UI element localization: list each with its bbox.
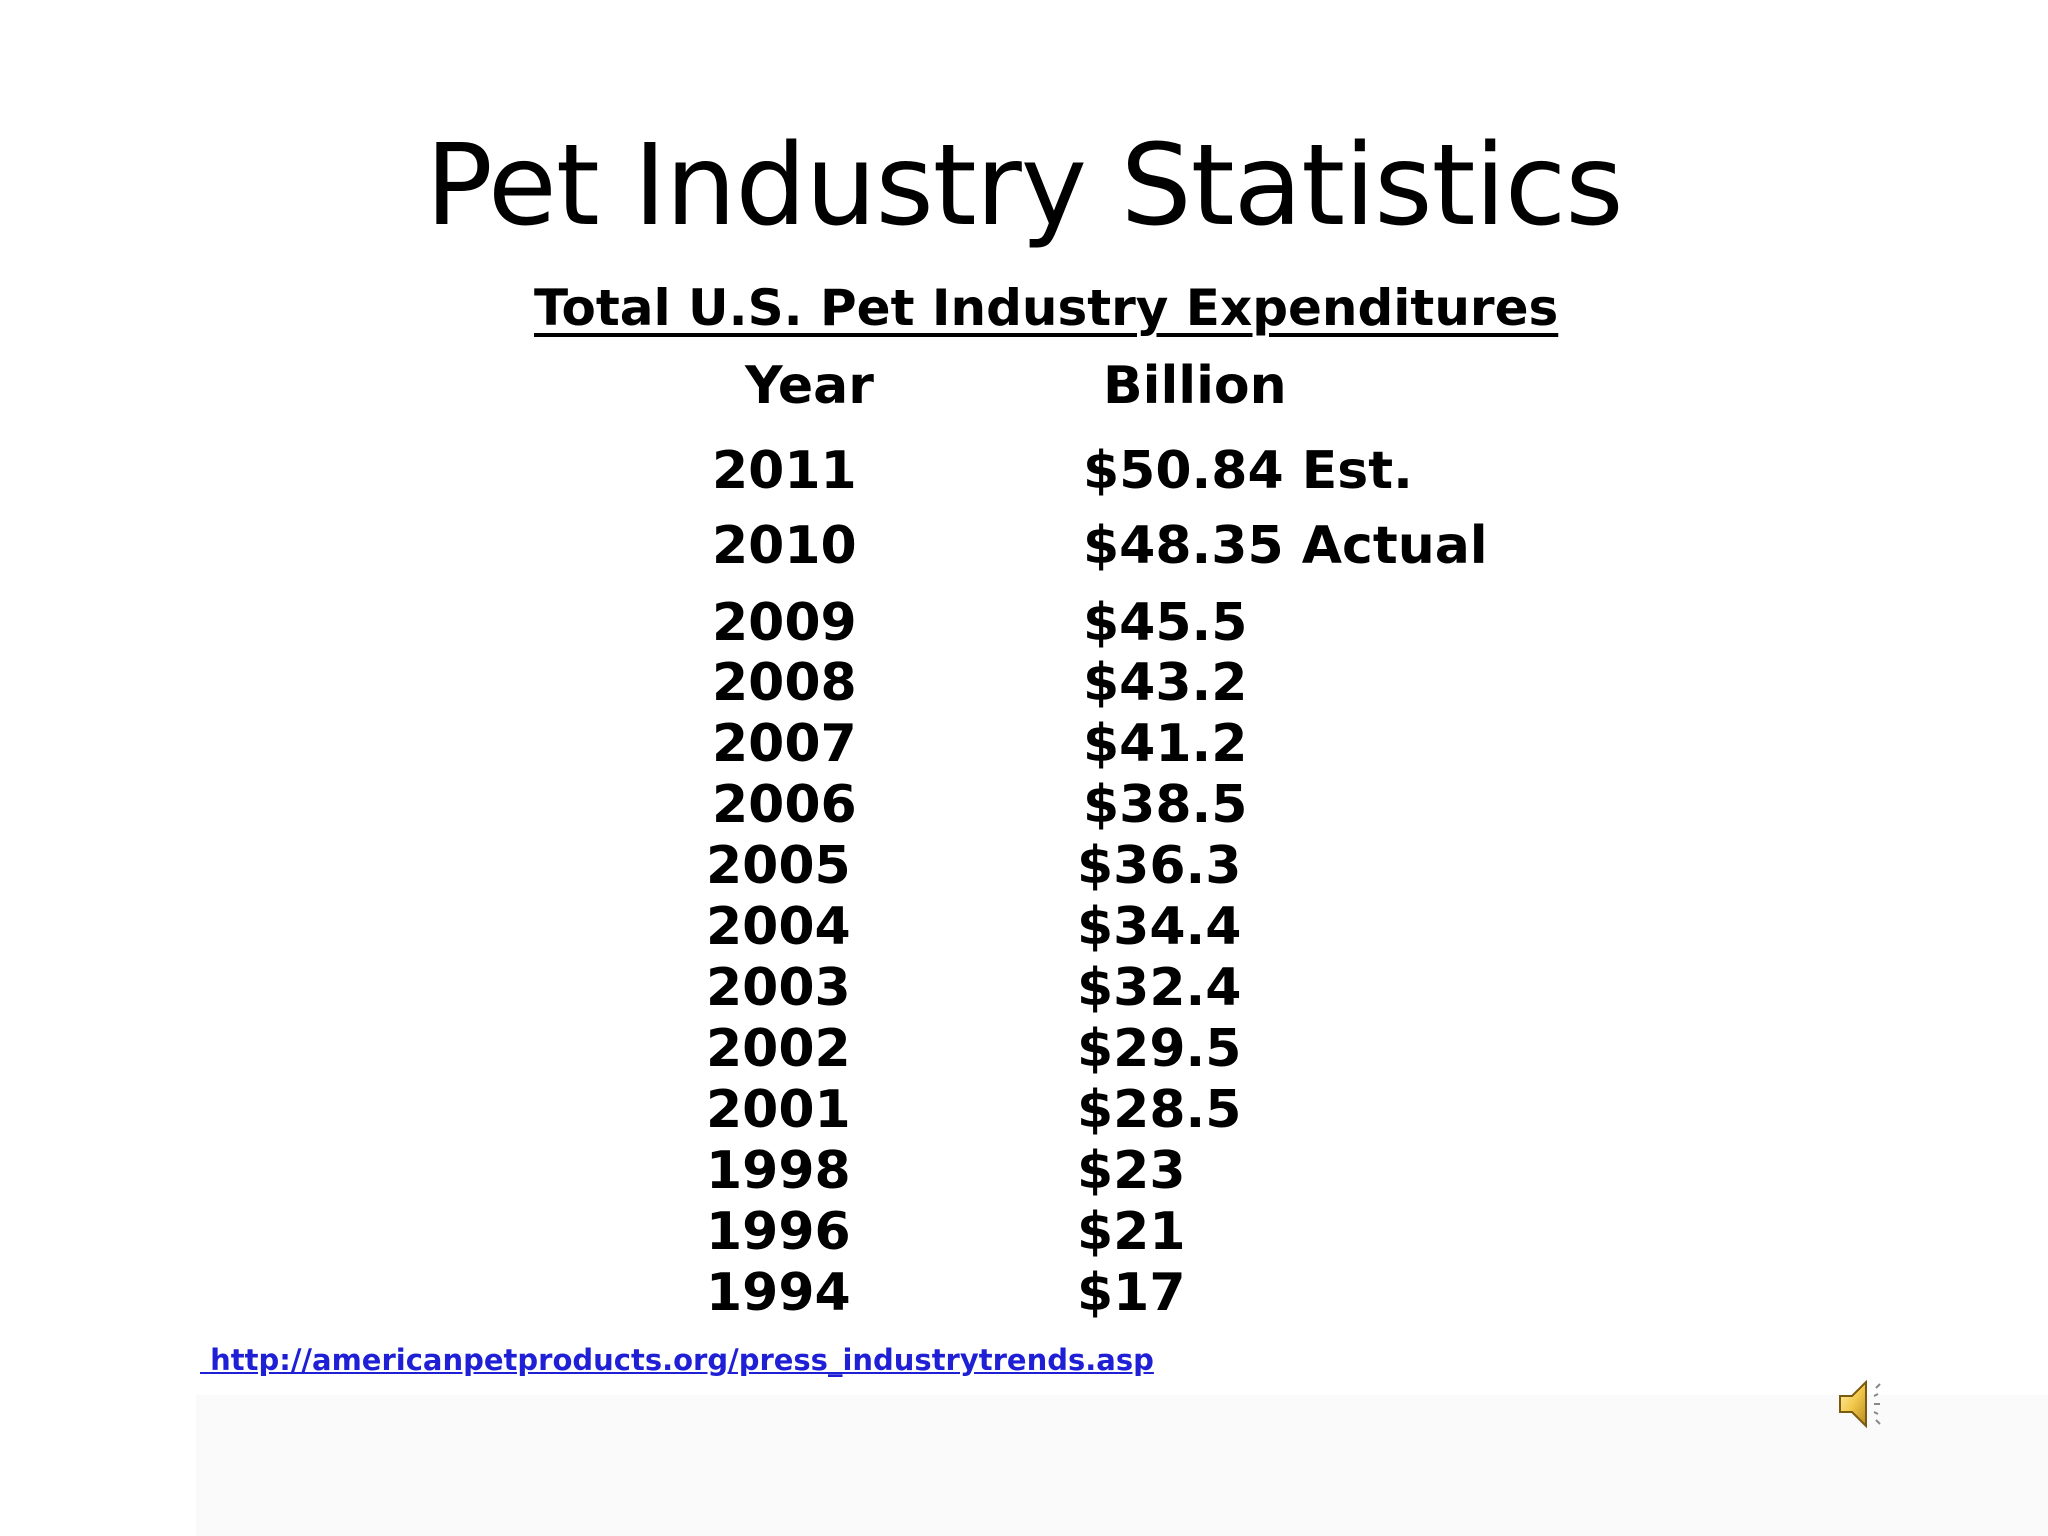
column-header-billion: Billion — [1103, 356, 1287, 416]
table-cell-year: 2006 — [712, 775, 857, 835]
table-cell-billion: $23 — [1077, 1141, 1186, 1201]
table-cell-billion: $50.84 Est. — [1083, 441, 1413, 501]
table-cell-billion: $41.2 — [1083, 714, 1248, 774]
table-cell-year: 2003 — [706, 958, 851, 1018]
table-cell-year: 2009 — [712, 593, 857, 653]
table-cell-year: 2002 — [706, 1019, 851, 1079]
table-cell-billion: $29.5 — [1077, 1019, 1242, 1079]
table-cell-year: 1996 — [706, 1202, 851, 1262]
table-cell-year: 2008 — [712, 653, 857, 713]
table-cell-year: 2011 — [712, 441, 857, 501]
table-caption: Total U.S. Pet Industry Expenditures — [534, 279, 1559, 337]
table-cell-billion: $48.35 Actual — [1083, 516, 1488, 576]
table-cell-billion: $32.4 — [1077, 958, 1242, 1018]
table-cell-billion: $34.4 — [1077, 897, 1242, 957]
column-header-year: Year — [745, 356, 874, 416]
table-cell-billion: $28.5 — [1077, 1080, 1242, 1140]
table-cell-billion: $36.3 — [1077, 836, 1242, 896]
table-cell-billion: $17 — [1077, 1263, 1186, 1323]
table-cell-billion: $38.5 — [1083, 775, 1248, 835]
table-cell-year: 1994 — [706, 1263, 851, 1323]
table-cell-billion: $43.2 — [1083, 653, 1248, 713]
table-cell-year: 2001 — [706, 1080, 851, 1140]
table-cell-year: 2005 — [706, 836, 851, 896]
table-cell-billion: $21 — [1077, 1202, 1186, 1262]
table-cell-year: 1998 — [706, 1141, 851, 1201]
slide-footer-band — [196, 1395, 2048, 1536]
table-cell-year: 2007 — [712, 714, 857, 774]
slide-title: Pet Industry Statistics — [425, 121, 1623, 251]
table-cell-year: 2010 — [712, 516, 857, 576]
speaker-icon[interactable] — [1834, 1372, 1898, 1436]
source-link[interactable]: http://americanpetproducts.org/press_ind… — [200, 1343, 1154, 1377]
table-cell-billion: $45.5 — [1083, 593, 1248, 653]
table-cell-year: 2004 — [706, 897, 851, 957]
